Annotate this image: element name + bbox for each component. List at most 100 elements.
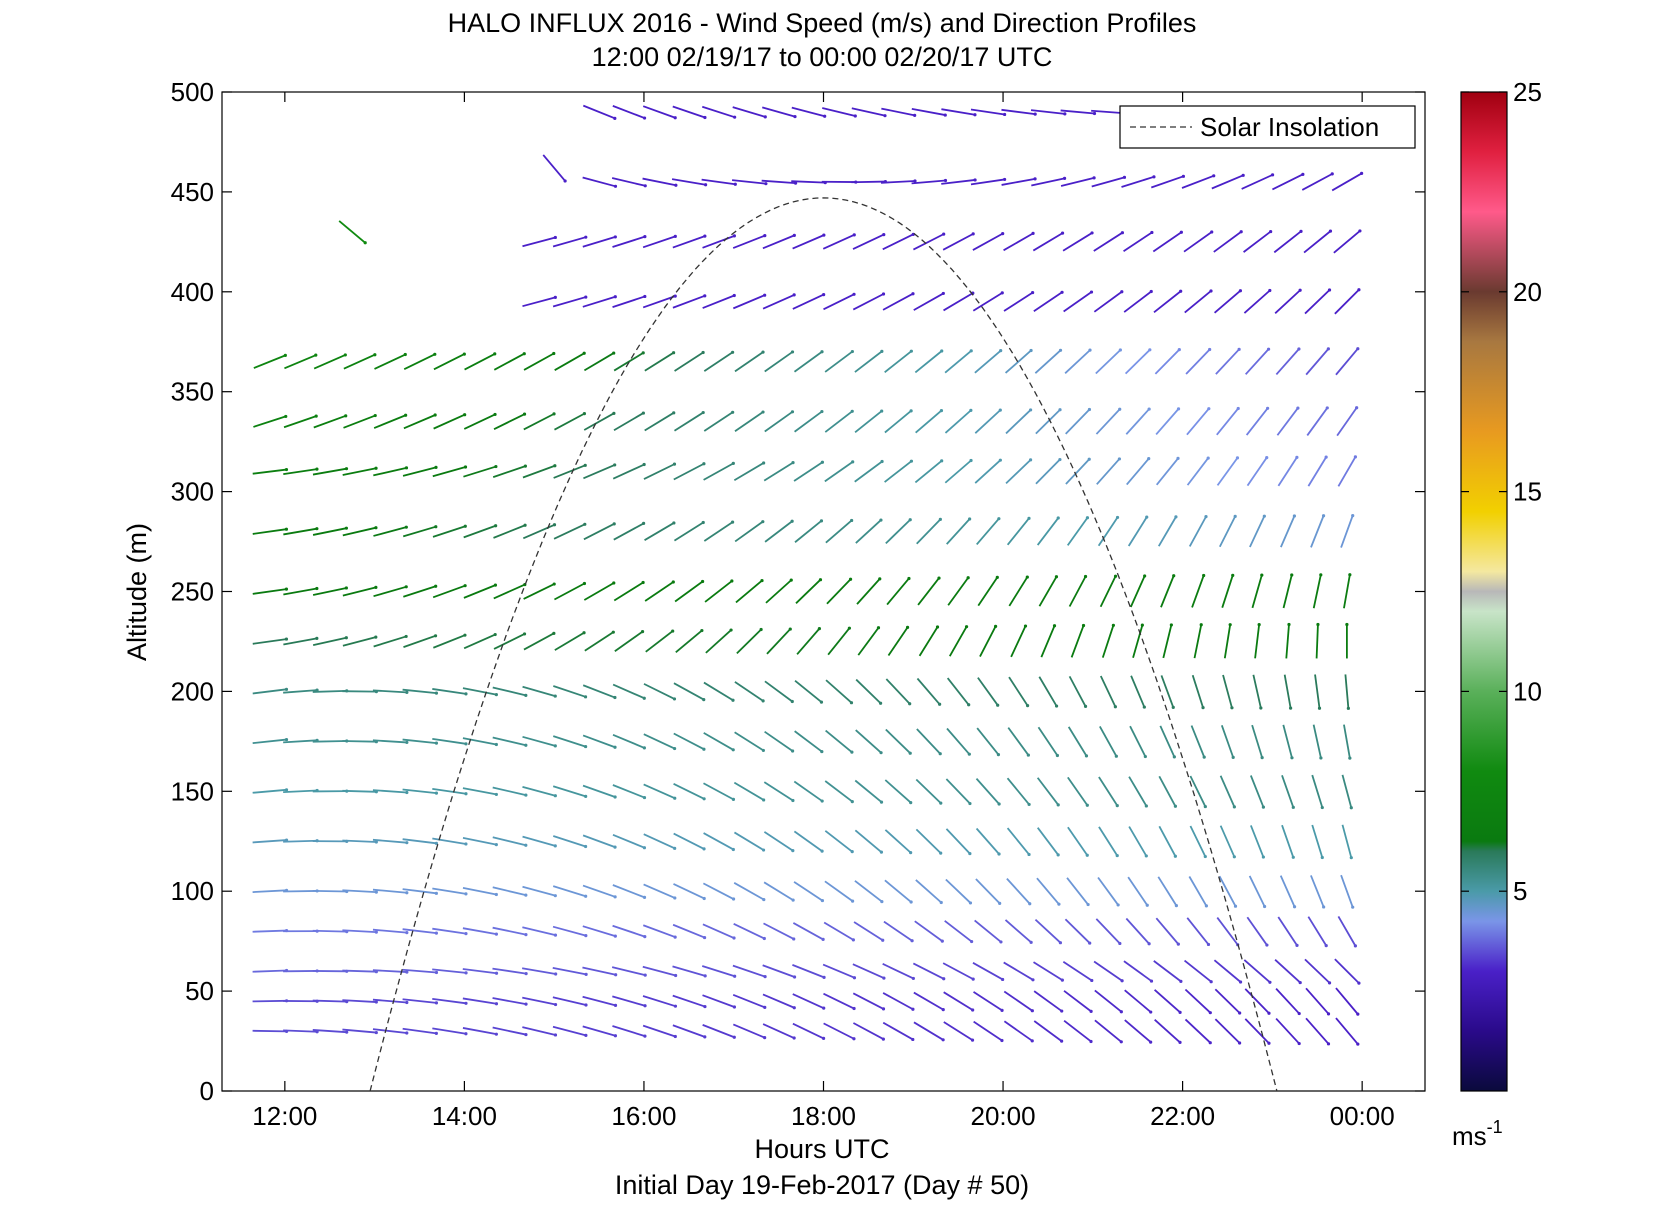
wind-vector-head: [1295, 944, 1298, 947]
wind-vector-head: [1001, 232, 1004, 235]
wind-vector-head: [464, 1032, 467, 1035]
wind-vector-head: [1331, 172, 1334, 175]
wind-vector-head: [1115, 755, 1118, 758]
wind-vector-head: [791, 461, 794, 464]
wind-vector-head: [762, 798, 765, 801]
wind-vector-head: [674, 1035, 677, 1038]
wind-vector-head: [435, 742, 438, 745]
wind-vector-head: [965, 625, 968, 628]
wind-vector-head: [1358, 229, 1361, 232]
wind-vector-head: [464, 742, 467, 745]
wind-vector-head: [819, 578, 822, 581]
wind-vector-head: [702, 797, 705, 800]
wind-vector-head: [405, 526, 408, 529]
wind-vector-head: [1114, 575, 1117, 578]
wind-vector-head: [997, 852, 1000, 855]
wind-vector-head: [1327, 1012, 1330, 1015]
wind-vector-head: [673, 797, 676, 800]
wind-vector-head: [495, 972, 498, 975]
wind-vector-head: [1003, 178, 1006, 181]
wind-vector-head: [910, 409, 913, 412]
wind-vector-head: [942, 977, 945, 980]
wind-vector-head: [1120, 979, 1123, 982]
wind-vector-head: [1299, 289, 1302, 292]
wind-vector-head: [971, 1008, 974, 1011]
wind-vector-head: [851, 410, 854, 413]
colorbar-gradient: [1461, 92, 1507, 1091]
wind-vector-head: [554, 694, 557, 697]
wind-vector-head: [613, 463, 616, 466]
wind-vector-head: [879, 751, 882, 754]
wind-vector-head: [971, 1039, 974, 1042]
wind-vector-head: [643, 1004, 646, 1007]
wind-vector-head: [973, 178, 976, 181]
wind-vector-head: [1027, 753, 1030, 756]
wind-vector-head: [883, 114, 886, 117]
y-tick-label: 300: [171, 477, 214, 507]
wind-vector-head: [850, 701, 853, 704]
wind-vector-head: [614, 1034, 617, 1037]
wind-vector-head: [584, 1034, 587, 1037]
wind-vector-head: [524, 893, 527, 896]
wind-vector-head: [1207, 457, 1210, 460]
wind-vector-head: [1026, 575, 1029, 578]
wind-vector-head: [972, 232, 975, 235]
wind-vector-head: [464, 692, 467, 695]
wind-vector-head: [613, 795, 616, 798]
wind-vector-head: [1200, 623, 1203, 626]
wind-vector-head: [315, 468, 318, 471]
wind-vector-head: [702, 351, 705, 354]
wind-vector-head: [405, 841, 408, 844]
wind-vector-head: [1145, 804, 1148, 807]
wind-vector-head: [1351, 514, 1354, 517]
wind-vector-head: [374, 467, 377, 470]
wind-vector-head: [1026, 704, 1029, 707]
wind-vector-head: [584, 934, 587, 937]
wind-vector-head: [493, 413, 496, 416]
wind-vector-head: [999, 409, 1002, 412]
wind-vector-head: [1178, 348, 1181, 351]
wind-vector-head: [999, 349, 1002, 352]
wind-vector-head: [614, 1004, 617, 1007]
wind-vector-head: [285, 637, 288, 640]
wind-vector-head: [1267, 348, 1270, 351]
y-tick-label: 500: [171, 77, 214, 107]
wind-vector-head: [1152, 175, 1155, 178]
wind-vector-head: [733, 1036, 736, 1039]
wind-vector-head: [1212, 174, 1215, 177]
wind-vector-head: [315, 527, 318, 530]
wind-vector-head: [1000, 1039, 1003, 1042]
wind-vector-head: [909, 851, 912, 854]
wind-vector-head: [1204, 805, 1207, 808]
wind-vector-head: [642, 411, 645, 414]
wind-vector-head: [854, 114, 857, 117]
wind-vector-head: [524, 1033, 527, 1036]
wind-vector-head: [732, 798, 735, 801]
wind-vector-head: [1031, 232, 1034, 235]
wind-vector-head: [524, 694, 527, 697]
wind-vector-head: [968, 802, 971, 805]
wind-vector-head: [375, 1031, 378, 1034]
wind-vector: [313, 1001, 347, 1002]
wind-vector-head: [344, 414, 347, 417]
wind-vector-head: [1319, 573, 1322, 576]
wind-vector-head: [820, 750, 823, 753]
colorbar-tick-label: 5: [1513, 876, 1527, 906]
wind-vector-head: [910, 939, 913, 942]
wind-vector-head: [552, 632, 555, 635]
wind-vector-head: [763, 294, 766, 297]
wind-vector-head: [674, 1005, 677, 1008]
wind-vector-head: [1088, 941, 1091, 944]
wind-vector-head: [849, 578, 852, 581]
wind-vector-head: [612, 631, 615, 634]
wind-vector-head: [464, 842, 467, 845]
wind-vector-head: [524, 933, 527, 936]
wind-vector-head: [1202, 574, 1205, 577]
wind-vector-head: [818, 627, 821, 630]
wind-vector-head: [761, 351, 764, 354]
wind-vector-head: [1172, 574, 1175, 577]
wind-vector-head: [848, 627, 851, 630]
wind-vector-head: [345, 1031, 348, 1034]
wind-vector-head: [913, 114, 916, 117]
wind-vector-head: [1357, 982, 1360, 985]
